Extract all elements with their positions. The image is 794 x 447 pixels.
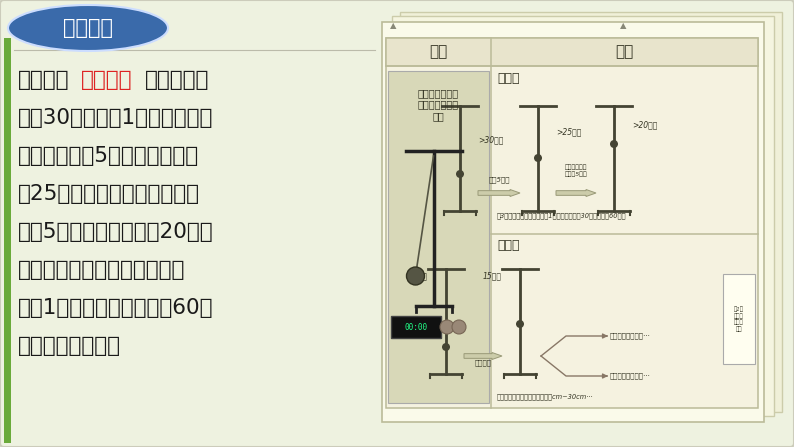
Text: 如果摆慢，再缩短···: 如果摆慢，再缩短··· bbox=[610, 373, 651, 380]
Text: ▲: ▲ bbox=[390, 21, 396, 30]
Polygon shape bbox=[478, 190, 520, 197]
Polygon shape bbox=[464, 353, 502, 359]
Text: 方法一：: 方法一： bbox=[18, 70, 70, 90]
Text: 为25厘米的摆的摆动次数；再: 为25厘米的摆的摆动次数；再 bbox=[18, 184, 200, 204]
Bar bbox=[4, 38, 11, 443]
Text: 00:00: 00:00 bbox=[404, 322, 427, 332]
Text: 30厘米: 30厘米 bbox=[409, 271, 428, 280]
Text: ▲: ▲ bbox=[620, 21, 626, 30]
Text: 减少5厘米: 减少5厘米 bbox=[488, 177, 510, 183]
Text: 减少5厘米，测试摆长为20厘米: 减少5厘米，测试摆长为20厘米 bbox=[18, 222, 214, 242]
Circle shape bbox=[456, 170, 464, 178]
Text: >20厘米: >20厘米 bbox=[632, 121, 657, 130]
Text: 当摆1分钟摆动的次数接近60次: 当摆1分钟摆动的次数接近60次 bbox=[18, 298, 214, 318]
Bar bbox=[723, 274, 755, 364]
Bar bbox=[400, 12, 782, 412]
Circle shape bbox=[610, 140, 618, 148]
Text: 先测试摆绳: 先测试摆绳 bbox=[145, 70, 209, 90]
Text: 数，然后减少5厘米，测试摆长: 数，然后减少5厘米，测试摆长 bbox=[18, 146, 199, 166]
Circle shape bbox=[407, 267, 425, 285]
Text: 设计方案: 设计方案 bbox=[63, 18, 113, 38]
Circle shape bbox=[534, 154, 542, 162]
Text: >25厘米: >25厘米 bbox=[556, 127, 581, 136]
Text: 方案一: 方案一 bbox=[497, 72, 519, 85]
Text: 的摆的摆动次数，依次类推，: 的摆的摆动次数，依次类推， bbox=[18, 260, 185, 280]
Text: 如果摆动，可缩短全摆绳长度从cm~30cm···: 如果摆动，可缩短全摆绳长度从cm~30cm··· bbox=[497, 393, 594, 400]
Text: 逐渐延长: 逐渐延长 bbox=[475, 359, 491, 366]
Circle shape bbox=[442, 343, 450, 351]
Text: 如果摆快，再延长···: 如果摆快，再延长··· bbox=[610, 333, 651, 339]
Bar bbox=[4, 4, 382, 443]
Polygon shape bbox=[556, 190, 596, 197]
Text: 材料: 材料 bbox=[430, 45, 448, 59]
Text: 铁架台、细绳、
回形针、螺母、
秒表: 铁架台、细绳、 回形针、螺母、 秒表 bbox=[418, 88, 459, 121]
Bar bbox=[388, 71, 489, 403]
Text: 15厘米: 15厘米 bbox=[483, 271, 502, 280]
Text: 长为30厘米的摆1分钟的摆动次: 长为30厘米的摆1分钟的摆动次 bbox=[18, 108, 214, 128]
Bar bbox=[386, 38, 758, 66]
Text: 方案二: 方案二 bbox=[497, 239, 519, 252]
Circle shape bbox=[516, 320, 524, 328]
Text: 时，再进行微调。: 时，再进行微调。 bbox=[18, 336, 121, 356]
Bar bbox=[392, 16, 774, 416]
Circle shape bbox=[440, 320, 454, 334]
Text: 方案: 方案 bbox=[615, 45, 634, 59]
Bar bbox=[391, 316, 441, 338]
Bar bbox=[386, 38, 758, 408]
Text: 当1分
钟摆摆
的摆摆
时摆: 当1分 钟摆摆 的摆摆 时摆 bbox=[734, 307, 744, 332]
Text: 递减法。: 递减法。 bbox=[81, 70, 133, 90]
Bar bbox=[382, 22, 764, 422]
Text: 方3号奏时间，仙台可以测量1分钟摆里显置到30次，不需满60行。: 方3号奏时间，仙台可以测量1分钟摆里显置到30次，不需满60行。 bbox=[497, 212, 626, 219]
Circle shape bbox=[452, 320, 466, 334]
Text: >30厘米: >30厘米 bbox=[478, 135, 503, 144]
Ellipse shape bbox=[8, 5, 168, 51]
Text: 如果还没接近
再减少5厘米: 如果还没接近 再减少5厘米 bbox=[565, 165, 588, 177]
